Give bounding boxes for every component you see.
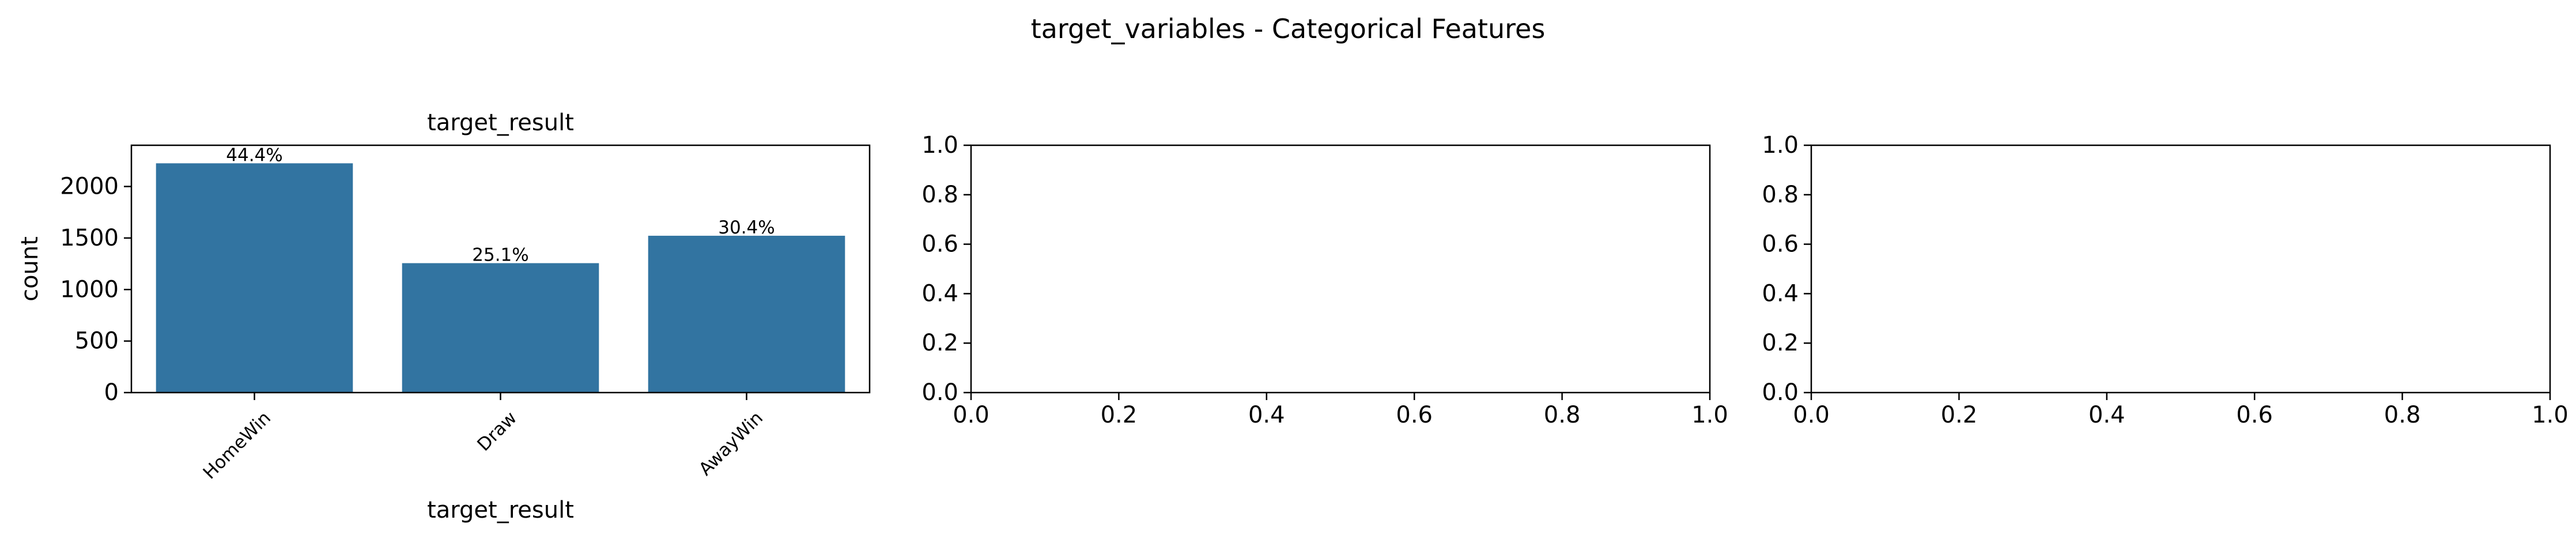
data-label-draw: 25.1% bbox=[472, 244, 528, 265]
bar-draw bbox=[402, 263, 599, 393]
y-tick-label: 1.0 bbox=[1762, 132, 1799, 159]
y-tick-label: 0.4 bbox=[921, 280, 958, 307]
x-tick-label: 0.6 bbox=[2236, 402, 2273, 428]
y-tick-label: 0.6 bbox=[1762, 231, 1799, 258]
y-tick-label: 500 bbox=[75, 328, 119, 355]
x-axis-label: target_result bbox=[427, 497, 574, 523]
bar-awaywin bbox=[648, 235, 845, 393]
y-tick-label: 0.8 bbox=[1762, 182, 1799, 208]
y-axis-label: count bbox=[17, 236, 43, 301]
y-tick-label: 0.4 bbox=[1762, 280, 1799, 307]
y-tick-label: 0.0 bbox=[921, 379, 958, 406]
x-tick-label: 0.2 bbox=[1941, 402, 1978, 428]
bar-homewin bbox=[156, 163, 353, 393]
x-tick-label: 0.8 bbox=[1544, 402, 1581, 428]
y-tick-label: 0.6 bbox=[921, 231, 958, 258]
y-tick-label: 1000 bbox=[60, 276, 119, 303]
x-tick-label: 0.2 bbox=[1101, 402, 1138, 428]
y-tick-label: 0 bbox=[104, 379, 119, 406]
y-tick-label: 0.2 bbox=[921, 330, 958, 356]
x-tick-label: 1.0 bbox=[2532, 402, 2569, 428]
x-tick-label: 0.4 bbox=[2088, 402, 2125, 428]
data-label-homewin: 44.4% bbox=[226, 145, 282, 165]
y-tick-label: 0.2 bbox=[1762, 330, 1799, 356]
x-tick-label-awaywin: AwayWin bbox=[695, 408, 767, 480]
y-tick-label: 1.0 bbox=[921, 132, 958, 159]
y-tick-label: 0.0 bbox=[1762, 379, 1799, 406]
axes-frame bbox=[130, 144, 871, 394]
y-tick-label: 0.8 bbox=[921, 182, 958, 208]
x-tick-label: 1.0 bbox=[1691, 402, 1728, 428]
axes-frame bbox=[970, 144, 1711, 394]
x-tick-label: 0.0 bbox=[953, 402, 989, 428]
x-tick-label: 0.6 bbox=[1396, 402, 1433, 428]
x-tick-label: 0.4 bbox=[1248, 402, 1285, 428]
y-tick-label: 2000 bbox=[60, 174, 119, 200]
x-tick-label: 0.0 bbox=[1793, 402, 1830, 428]
subplot-empty-2: 0.0 0.2 0.4 0.6 0.8 1.0 0.0 0.2 0.4 0.6 0.8 1.0 bbox=[921, 132, 1728, 428]
x-tick-label-draw: Draw bbox=[473, 408, 521, 455]
subplot-title: target_result bbox=[427, 110, 574, 136]
y-tick-label: 1500 bbox=[60, 225, 119, 251]
data-label-awaywin: 30.4% bbox=[718, 217, 775, 238]
axes-frame bbox=[1810, 144, 2551, 394]
x-tick-label: 0.8 bbox=[2384, 402, 2421, 428]
subplot-target-result: 44.4% HomeWin 25.1% Draw 30.4% AwayWin 0 500 100… bbox=[17, 110, 871, 523]
figure-suptitle: target_variables - Categorical Features bbox=[1031, 13, 1546, 44]
subplot-empty-3: 0.0 0.2 0.4 0.6 0.8 1.0 0.0 0.2 0.4 0.6 0.8 1.0 bbox=[1762, 132, 2568, 428]
x-tick-label-homewin: HomeWin bbox=[199, 408, 275, 483]
